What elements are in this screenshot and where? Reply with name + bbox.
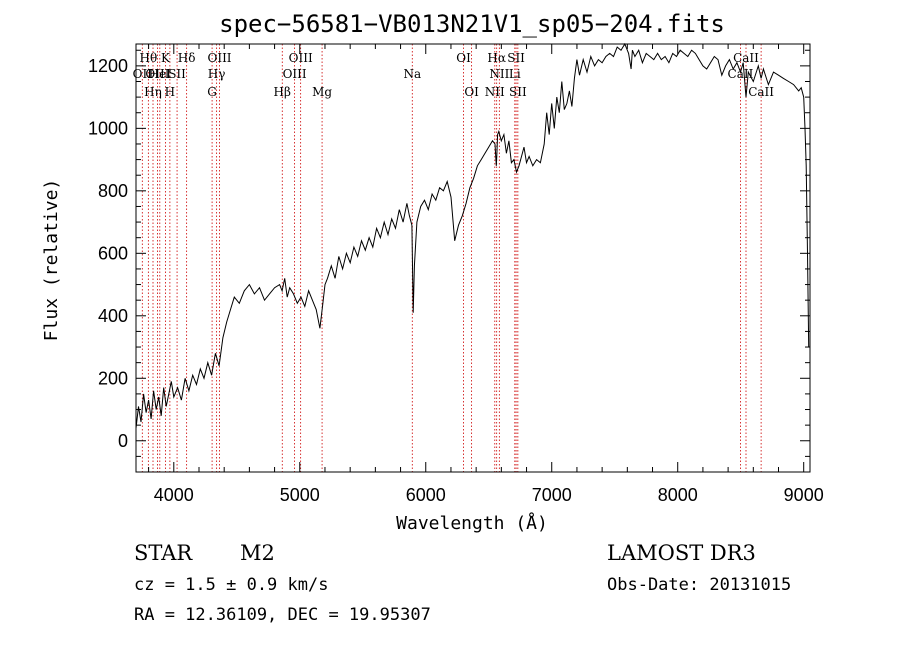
- redshift-text: cz = 1.5 ± 0.9 km/s: [134, 575, 328, 595]
- line-label: CaII: [733, 51, 759, 65]
- line-label: HeI: [149, 67, 172, 81]
- x-tick-label: 6000: [406, 485, 446, 505]
- line-label: SII: [509, 85, 527, 99]
- x-axis-label: Wavelength (Å): [396, 512, 548, 534]
- line-label: OIII: [289, 51, 313, 65]
- plot-frame: [135, 43, 811, 473]
- line-label: H: [165, 85, 175, 99]
- line-label: Hη: [144, 85, 162, 99]
- line-label: OIII: [283, 67, 307, 81]
- line-label: Hγ: [208, 67, 226, 81]
- line-label: Li: [509, 67, 521, 81]
- coordinates: RA = 12.36109, DEC = 19.95307: [134, 605, 431, 625]
- y-tick-label: 600: [98, 243, 128, 263]
- line-label: Na: [403, 67, 421, 81]
- chart-title: spec−56581−VB013N21V1_sp05−204.fits: [219, 10, 725, 38]
- x-tick-label: 7000: [532, 485, 572, 505]
- y-axis-ticks: 0 200 400 600 800 1000 1200: [88, 49, 810, 473]
- line-label: OIII: [145, 67, 169, 81]
- line-label: K: [161, 51, 171, 65]
- spectrum-line: [135, 42, 810, 429]
- x-tick-label: 5000: [280, 485, 320, 505]
- line-label: Hθ: [139, 51, 157, 65]
- line-label: SII: [507, 51, 525, 65]
- line-label: Mg: [312, 85, 332, 99]
- line-labels: OIIHθHηOIIIHeIKHSIIHδGHγOIIIHβOIIIOIIIMg…: [133, 51, 775, 99]
- line-label: SII: [168, 67, 186, 81]
- line-label: NII: [489, 67, 509, 81]
- object-type: STAR: [134, 541, 193, 565]
- line-label: CaII: [748, 85, 774, 99]
- y-tick-label: 1000: [88, 118, 128, 138]
- x-tick-label: 9000: [784, 485, 824, 505]
- line-label: NII: [485, 85, 505, 99]
- line-markers: [141, 44, 762, 472]
- y-tick-label: 800: [98, 181, 128, 201]
- x-tick-label: 4000: [154, 485, 194, 505]
- line-label: OII: [133, 67, 153, 81]
- x-axis-ticks: 4000 5000 6000 7000 8000 9000: [148, 44, 824, 505]
- line-label: Hα: [487, 51, 506, 65]
- y-tick-label: 200: [98, 368, 128, 388]
- line-label: OI: [456, 51, 471, 65]
- line-label: Hδ: [178, 51, 196, 65]
- object-subclass: M2: [240, 541, 275, 565]
- obs-date: Obs-Date: 20131015: [607, 575, 791, 595]
- y-tick-label: 400: [98, 306, 128, 326]
- y-tick-label: 1200: [88, 56, 128, 76]
- x-tick-label: 8000: [658, 485, 698, 505]
- line-label: OI: [464, 85, 479, 99]
- survey-name: LAMOST DR3: [607, 541, 756, 565]
- y-axis-label: Flux (relative): [41, 179, 62, 342]
- line-label: OIII: [207, 51, 231, 65]
- line-label: Hβ: [274, 85, 291, 99]
- y-tick-label: 0: [118, 431, 128, 451]
- line-label: G: [207, 85, 217, 99]
- line-label: CaII: [728, 67, 754, 81]
